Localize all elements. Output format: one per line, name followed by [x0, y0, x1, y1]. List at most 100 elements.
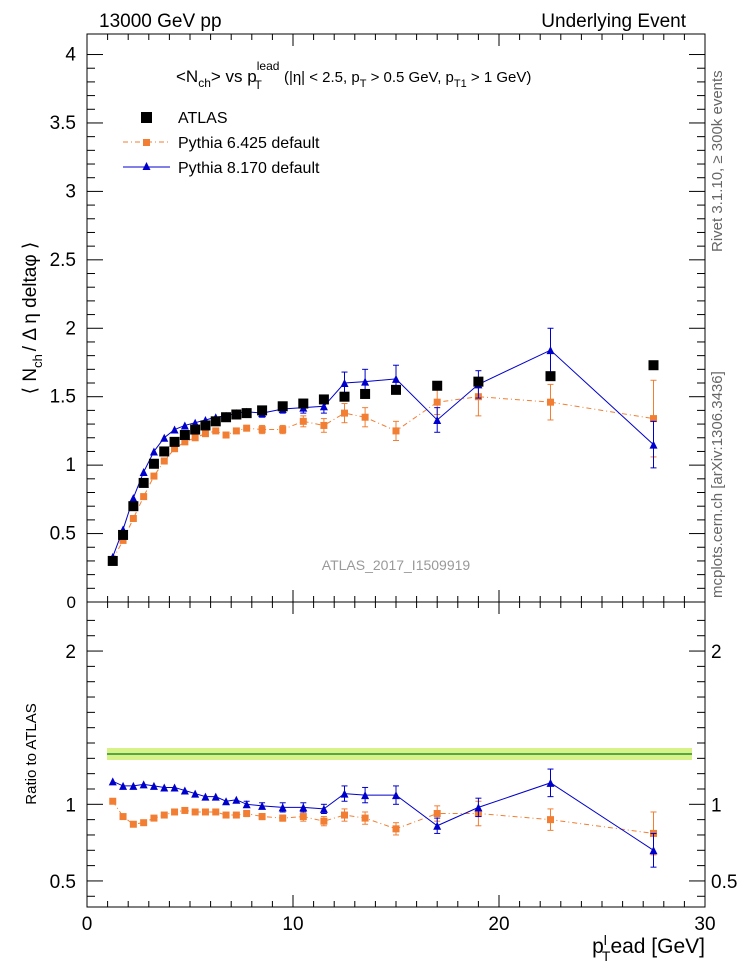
data-point — [433, 821, 442, 830]
data-point — [546, 346, 555, 355]
ratio-y-tick-label-right: 2 — [711, 642, 722, 663]
data-point — [129, 781, 138, 790]
data-point — [211, 792, 220, 801]
data-point — [545, 371, 556, 382]
x-tick-label: 30 — [694, 914, 715, 935]
ratio-y-tick-label-right: 0.5 — [711, 872, 737, 893]
data-point — [232, 795, 241, 804]
legend-label-pythia8: Pythia 8.170 default — [178, 160, 320, 177]
data-point — [546, 778, 555, 787]
main-data-marks — [107, 327, 659, 566]
data-point — [279, 814, 287, 822]
data-point — [171, 808, 179, 816]
data-point — [649, 846, 658, 855]
data-point — [433, 415, 442, 424]
mcplots-label: mcplots.cern.ch [arXiv:1306.3436] — [709, 371, 726, 598]
data-point — [201, 808, 209, 816]
ratio-y-tick-label-right: 1 — [711, 795, 722, 816]
data-point — [320, 817, 328, 825]
data-point — [432, 380, 443, 391]
data-point — [190, 424, 201, 435]
data-point — [258, 801, 267, 810]
data-point — [119, 781, 128, 790]
data-point — [169, 436, 180, 447]
ratio-y-axis-label: Ratio to ATLAS — [23, 703, 40, 804]
series-line — [112, 800, 654, 834]
data-point — [232, 811, 240, 819]
data-point — [128, 501, 139, 512]
ratio-y-tick-label: 2 — [65, 642, 76, 663]
data-point — [277, 401, 288, 412]
data-point — [299, 417, 307, 425]
ratio-y-tick-label: 1 — [65, 795, 76, 816]
legend-marker-pythia8 — [142, 162, 151, 170]
data-point — [191, 789, 200, 798]
data-point — [319, 804, 328, 813]
data-point — [232, 427, 240, 435]
header-right: Underlying Event — [541, 11, 686, 32]
data-point — [648, 360, 659, 371]
y-tick-label: 1 — [65, 455, 76, 476]
data-point — [241, 408, 252, 419]
data-point — [474, 803, 483, 812]
legend-label-pythia6: Pythia 6.425 default — [178, 135, 320, 152]
data-point — [212, 427, 220, 435]
y-tick-label: 0.5 — [50, 524, 76, 545]
data-point — [119, 813, 127, 821]
data-point — [257, 405, 268, 416]
data-point — [160, 811, 168, 819]
data-point — [149, 781, 158, 790]
data-point — [320, 421, 328, 429]
data-point — [339, 391, 350, 402]
data-point — [243, 424, 251, 432]
data-point — [140, 493, 148, 501]
data-point — [319, 402, 328, 411]
data-point — [279, 426, 287, 434]
data-point — [649, 440, 658, 449]
data-point — [180, 421, 189, 430]
data-point — [118, 529, 129, 540]
data-point — [222, 797, 231, 806]
data-point — [160, 457, 168, 465]
data-point — [222, 811, 230, 819]
series-line — [112, 349, 654, 558]
legend-label-atlas: ATLAS — [178, 110, 228, 127]
data-point — [473, 376, 484, 387]
data-point — [107, 555, 118, 566]
x-axis-label: pl Tead [GeV] — [592, 932, 705, 964]
data-point — [360, 388, 371, 399]
x-tick-label: 10 — [282, 914, 303, 935]
data-point — [341, 811, 348, 819]
data-point — [392, 374, 400, 383]
y-tick-label: 3 — [65, 181, 76, 202]
data-point — [139, 467, 148, 476]
data-point — [298, 398, 309, 409]
y-tick-label: 3.5 — [50, 113, 76, 134]
data-point — [392, 427, 400, 435]
data-point — [433, 810, 441, 818]
data-point — [650, 415, 657, 423]
y-tick-label: 2.5 — [50, 250, 76, 271]
y-tick-label-zero: 0 — [67, 593, 76, 612]
y-axis-label: ⟨ Nch/ Δ η deltaφ ⟩ — [20, 242, 45, 395]
data-point — [299, 803, 308, 812]
data-point — [547, 816, 554, 824]
data-point — [212, 808, 220, 816]
analysis-label: ATLAS_2017_I1509919 — [322, 557, 471, 573]
data-point — [160, 783, 169, 792]
data-point — [138, 477, 149, 488]
data-point — [181, 438, 189, 446]
data-point — [129, 515, 137, 523]
data-point — [392, 825, 400, 833]
data-point — [171, 445, 179, 453]
data-point — [129, 820, 137, 828]
data-point — [201, 792, 210, 801]
data-point — [361, 814, 369, 822]
data-point — [258, 426, 266, 434]
series-line — [112, 780, 654, 851]
rivet-label: Rivet 3.1.10, ≥ 300k events — [709, 70, 726, 252]
y-tick-label: 1.5 — [50, 387, 76, 408]
data-point — [547, 398, 554, 406]
data-point — [160, 433, 169, 442]
